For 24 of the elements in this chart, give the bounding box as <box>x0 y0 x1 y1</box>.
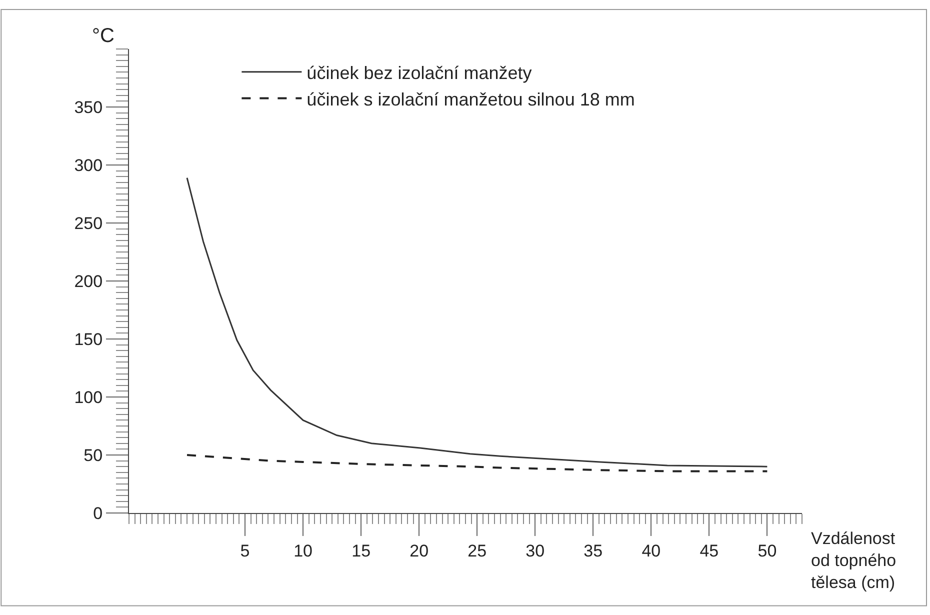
y-tick-label: 0 <box>93 504 103 523</box>
legend-label: účinek bez izolační manžety <box>306 62 532 83</box>
y-tick-label: 150 <box>74 330 103 349</box>
y-tick-label: 200 <box>74 272 103 291</box>
y-tick-label: 350 <box>74 98 103 117</box>
y-tick-label: 50 <box>84 446 103 465</box>
y-tick-label: 250 <box>74 214 103 233</box>
line-series <box>186 177 768 468</box>
x-tick-label: 25 <box>468 541 487 560</box>
x-axis-title: Vzdálenost od topného tělesa (cm) <box>811 529 896 592</box>
y-axis-title: °C <box>92 25 114 47</box>
x-tick-label: 30 <box>526 541 545 560</box>
x-tick-label: 10 <box>294 541 313 560</box>
x-tick-label: 50 <box>758 541 777 560</box>
y-tick-label: 300 <box>74 156 103 175</box>
y-tick-label: 100 <box>74 388 103 407</box>
x-tick-label: 5 <box>240 541 250 560</box>
x-tick-label: 35 <box>584 541 603 560</box>
x-tick-label: 45 <box>700 541 719 560</box>
line-series <box>186 454 768 472</box>
x-tick-label: 40 <box>642 541 661 560</box>
x-tick-label: 20 <box>410 541 429 560</box>
legend-label: účinek s izolační manžetou silnou 18 mm <box>306 89 635 110</box>
x-tick-label: 15 <box>352 541 371 560</box>
